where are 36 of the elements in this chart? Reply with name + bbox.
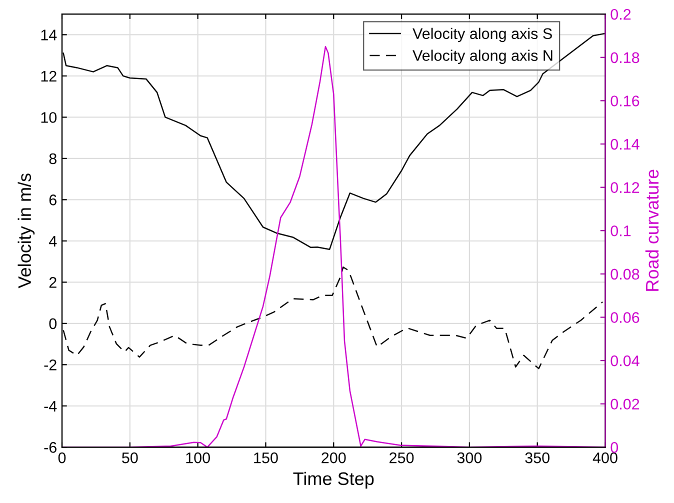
y2-tick-label: 0.1 [610, 225, 631, 236]
y-tick-label: -2 [44, 360, 56, 370]
y2-axis-title: Road curvature [645, 170, 659, 291]
y-tick-label: 10 [41, 112, 57, 123]
x-axis-title: Time Step [293, 472, 374, 489]
y-tick-label: 2 [49, 277, 56, 288]
x-tick-label: 150 [254, 452, 278, 464]
x-tick-label: 300 [457, 452, 482, 464]
y2-tick-label: 0.2 [610, 8, 631, 20]
y2-tick-label: 0.12 [610, 182, 640, 194]
x-tick-label: 250 [390, 452, 414, 464]
legend-label: Velocity along axis S [412, 28, 552, 42]
y-tick-label: -4 [44, 400, 57, 412]
y2-tick-label: 0.14 [610, 138, 640, 150]
y-tick-label: 8 [49, 153, 56, 164]
y2-tick-label: 0.06 [610, 312, 640, 323]
y-tick-label: 6 [49, 194, 56, 206]
y2-tick-label: 0.16 [610, 96, 640, 106]
y-tick-label: 14 [41, 30, 57, 40]
x-tick-label: 350 [525, 452, 550, 464]
y2-tick-label: 0.04 [610, 355, 640, 366]
x-tick-label: 50 [122, 452, 138, 464]
y2-tick-label: 0 [610, 442, 618, 453]
y-tick-label: 4 [49, 236, 57, 246]
x-tick-label: 400 [592, 452, 618, 464]
y2-tick-label: 0.08 [610, 268, 640, 280]
y2-tick-label: 0.18 [610, 52, 640, 64]
y-tick-label: -6 [44, 442, 56, 453]
legend-label: Velocity along axis N [412, 50, 552, 64]
y-axis-title: Velocity in m/s [18, 174, 35, 288]
y-tick-label: 0 [49, 318, 57, 330]
x-tick-label: 0 [58, 452, 66, 464]
y-tick-label: 12 [41, 70, 56, 82]
x-tick-label: 200 [322, 452, 346, 464]
y2-tick-label: 0.02 [610, 398, 640, 410]
x-tick-label: 100 [186, 452, 210, 464]
